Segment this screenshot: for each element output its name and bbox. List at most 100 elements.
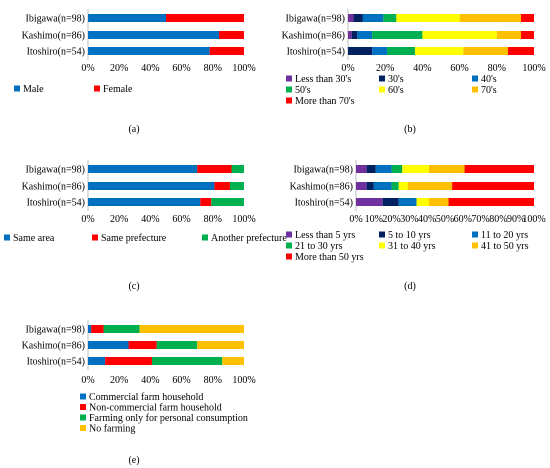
legend-entry: Non-commercial farm household: [89, 403, 222, 414]
legend-entry: 60's: [388, 85, 404, 96]
x-tick-label: 100%: [232, 63, 255, 74]
legend-entry: 70's: [481, 85, 497, 96]
bar-segment: [197, 341, 244, 349]
x-tick-label: 80%: [488, 63, 506, 74]
bar-segment: [348, 47, 373, 55]
category-label: Itoshiro(n=54): [27, 357, 85, 368]
x-tick-label: 20%: [110, 63, 128, 74]
legend-entry: 30's: [388, 74, 404, 85]
bar-segment: [356, 198, 383, 206]
legend-swatch: [202, 234, 208, 241]
legend-swatch: [379, 86, 385, 93]
legend-entry: Farming only for personal consumption: [89, 413, 248, 424]
legend-swatch: [472, 242, 478, 249]
legend-entry: Less than 5 yrs: [295, 230, 355, 241]
legend-swatch: [286, 86, 292, 93]
category-label: Ibigawa(n=98): [285, 14, 345, 25]
legend-swatch: [80, 393, 86, 400]
bar-segment: [88, 357, 106, 365]
legend-swatch: [472, 75, 478, 82]
chart-panel-c: Ibigawa(n=98) Kashimo(n=86) Itoshiro(n=54)…: [4, 160, 287, 292]
legend-swatch: [14, 85, 20, 92]
legend-swatch: [379, 75, 385, 82]
bar-segment: [396, 14, 460, 22]
x-tick-label: 100%: [522, 214, 545, 225]
x-tick-label: 50%: [436, 214, 454, 225]
legend-swatch: [379, 231, 385, 238]
category-label: Kashimo(n=86): [290, 182, 353, 193]
bar-segment: [214, 182, 230, 190]
bar-segment: [219, 31, 244, 39]
bar-segment: [520, 31, 534, 39]
bar-segment: [398, 198, 417, 206]
bar-segment: [416, 198, 429, 206]
legend-entry: Another prefecture: [211, 233, 287, 244]
legend-entry: More than 70's: [295, 96, 355, 107]
x-tick-label: 0%: [349, 214, 362, 225]
bar-segment: [356, 182, 367, 190]
legend-entry: Commercial farm household: [89, 392, 203, 403]
bar-segment: [211, 198, 244, 206]
category-label: Itoshiro(n=54): [27, 198, 85, 209]
category-label: Itoshiro(n=54): [27, 47, 85, 58]
category-label: Ibigawa(n=98): [25, 14, 85, 25]
bar-segment: [383, 14, 397, 22]
x-tick-label: 80%: [204, 375, 222, 386]
bar-segment: [353, 14, 363, 22]
category-label: Kashimo(n=86): [22, 341, 85, 352]
bar-segment: [372, 47, 388, 55]
legend-swatch: [286, 231, 292, 238]
bar-segment: [197, 165, 232, 173]
legend-entry: Same area: [13, 233, 55, 244]
category-label: Kashimo(n=86): [22, 182, 85, 193]
x-tick-label: 0%: [81, 214, 94, 225]
x-tick-label: 100%: [232, 375, 255, 386]
bar-segment: [402, 165, 429, 173]
bar-segment: [464, 165, 534, 173]
bar-segment: [428, 198, 449, 206]
bar-segment: [139, 325, 244, 333]
category-label: Kashimo(n=86): [22, 31, 85, 42]
legend-entry: Female: [103, 84, 133, 95]
bar-segment: [373, 182, 392, 190]
bar-segment: [88, 31, 220, 39]
legend-entry: 21 to 30 yrs: [295, 241, 343, 252]
bar-segment: [362, 14, 384, 22]
bar-segment: [391, 165, 403, 173]
bar-segment: [91, 325, 104, 333]
bar-segment: [229, 182, 244, 190]
category-label: Ibigawa(n=98): [25, 165, 85, 176]
x-tick-label: 60%: [172, 375, 190, 386]
x-tick-label: 20%: [110, 375, 128, 386]
bar-segment: [105, 357, 152, 365]
bar-segment: [520, 14, 534, 22]
category-label: Ibigawa(n=98): [293, 165, 353, 176]
legend-swatch: [472, 86, 478, 93]
bar-segment: [448, 198, 534, 206]
bar-segment: [128, 341, 157, 349]
chart-panel-b: Ibigawa(n=98) Kashimo(n=86) Itoshiro(n=54)…: [282, 9, 546, 135]
chart-panel-a: Ibigawa(n=98) Kashimo(n=86) Itoshiro(n=54)…: [14, 9, 256, 135]
x-tick-label: 60%: [454, 214, 472, 225]
legend-entry: No farming: [89, 424, 135, 435]
x-tick-label: 100%: [232, 214, 255, 225]
bar-segment: [88, 165, 198, 173]
panel-label: (c): [128, 281, 139, 292]
bar-segment: [507, 47, 534, 55]
x-tick-label: 30%: [400, 214, 418, 225]
bar-segment: [428, 165, 465, 173]
legend-entry: 50's: [295, 85, 311, 96]
x-tick-label: 100%: [522, 63, 545, 74]
legend-entry: Same prefecture: [101, 233, 167, 244]
legend-entry: More than 50 yrs: [295, 252, 364, 263]
bar-segment: [356, 165, 367, 173]
bar-segment: [88, 182, 215, 190]
x-tick-label: 0%: [81, 375, 94, 386]
x-tick-label: 40%: [141, 375, 159, 386]
bar-segment: [88, 198, 201, 206]
legend-swatch: [80, 425, 86, 431]
x-tick-label: 80%: [489, 214, 507, 225]
legend-swatch: [379, 242, 385, 249]
bar-segment: [231, 165, 244, 173]
